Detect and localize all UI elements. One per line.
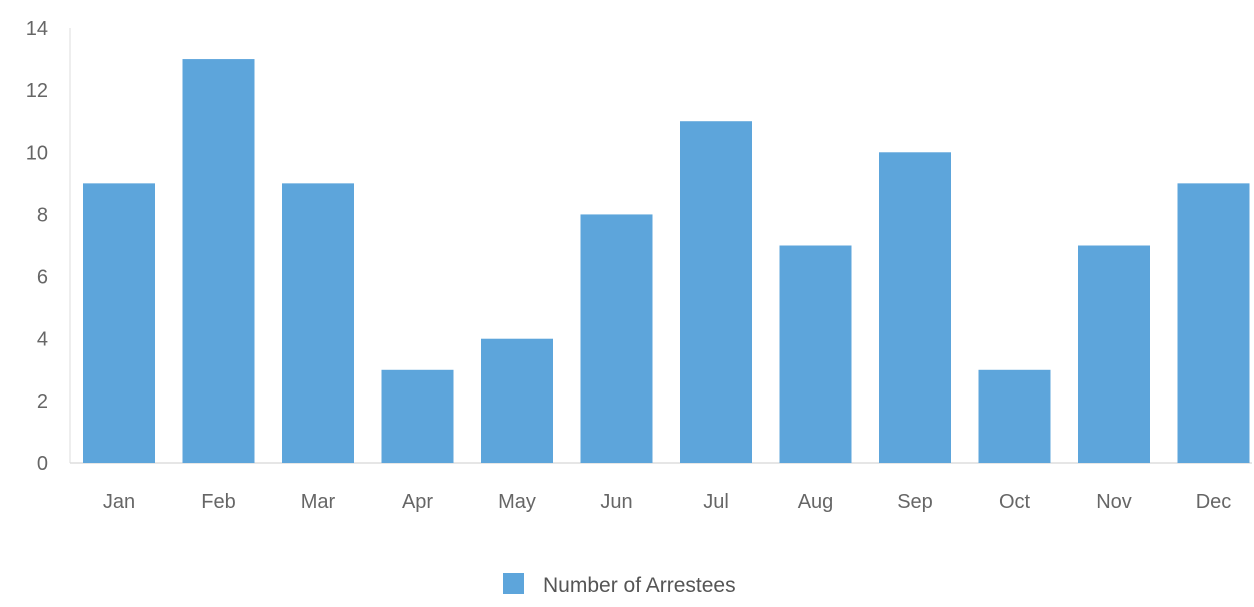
- bar-apr[interactable]: [381, 369, 454, 463]
- y-tick-label: 6: [37, 267, 48, 289]
- x-tick-label: Jan: [103, 491, 135, 513]
- bar-oct[interactable]: [978, 369, 1051, 463]
- x-tick-label: Dec: [1196, 491, 1232, 513]
- bar-jun[interactable]: [580, 214, 653, 463]
- x-tick-label: Nov: [1096, 491, 1132, 513]
- x-tick-label: Jul: [703, 491, 729, 513]
- y-tick-label: 10: [26, 142, 48, 164]
- legend: Number of Arrestees: [503, 573, 736, 597]
- bar-may[interactable]: [481, 338, 553, 463]
- x-tick-label: Feb: [201, 491, 235, 513]
- y-tick-label: 2: [37, 391, 48, 413]
- bar-jul[interactable]: [680, 121, 752, 463]
- x-tick-label: Oct: [999, 491, 1031, 513]
- legend-label: Number of Arrestees: [543, 574, 736, 597]
- y-axis: 0 2 4 6 8 10 12 14: [26, 18, 71, 475]
- x-tick-label: Mar: [301, 491, 336, 513]
- x-tick-label: Jun: [600, 491, 632, 513]
- x-tick-label: Sep: [897, 491, 933, 513]
- bar-aug[interactable]: [779, 245, 852, 464]
- bar-series: [83, 59, 1250, 464]
- y-tick-label: 12: [26, 80, 48, 102]
- x-tick-label: Aug: [798, 491, 834, 513]
- bar-mar[interactable]: [282, 183, 354, 463]
- y-tick-label: 8: [37, 204, 48, 226]
- x-tick-label: May: [498, 491, 536, 513]
- y-tick-label: 14: [26, 18, 48, 40]
- bar-nov[interactable]: [1078, 245, 1150, 464]
- bar-feb[interactable]: [182, 59, 255, 463]
- bar-jan[interactable]: [83, 183, 155, 463]
- x-axis: Jan Feb Mar Apr May Jun Jul Aug Sep Oct Nov Dec: [70, 462, 1252, 513]
- bar-sep[interactable]: [879, 152, 951, 464]
- legend-swatch: [503, 573, 524, 594]
- y-tick-label: 0: [37, 453, 48, 475]
- bar-dec[interactable]: [1177, 183, 1250, 463]
- y-tick-label: 4: [37, 329, 48, 351]
- x-tick-label: Apr: [402, 491, 433, 513]
